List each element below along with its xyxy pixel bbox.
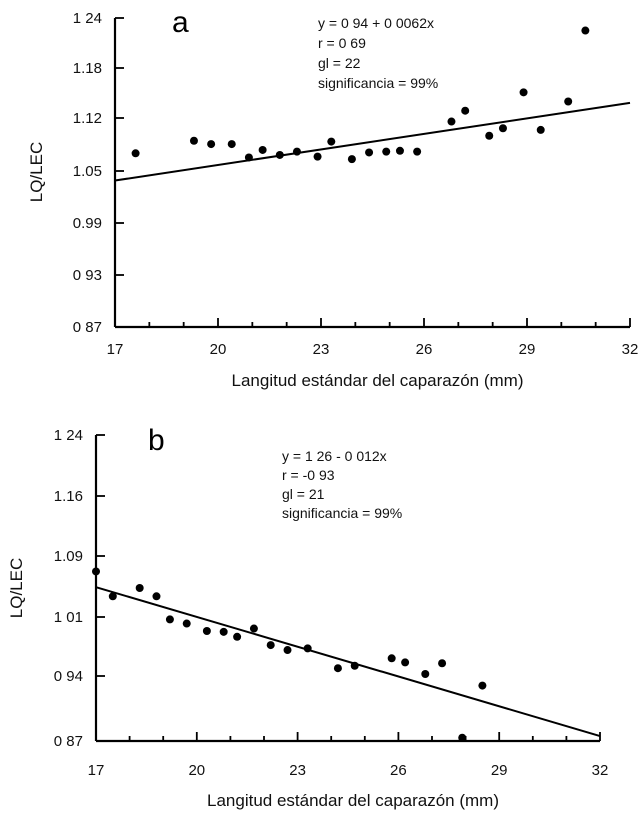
data-point-b-5	[182, 619, 191, 628]
y-tick-label-a-4: 1.12	[73, 110, 102, 127]
regression-line-b	[95, 586, 601, 737]
data-point-b-15	[387, 654, 396, 663]
panel-letter-a: a	[172, 6, 189, 39]
y-tick-label-a-0: 0 87	[73, 319, 102, 336]
data-point-b-19	[458, 733, 467, 742]
y-tick-label-b-2: 1 01	[54, 609, 83, 626]
x-tick-label-a-23: 23	[313, 341, 330, 358]
data-point-a-14	[413, 147, 422, 156]
data-point-b-2	[135, 584, 144, 592]
annotation-a-3: significancia = 99%	[318, 75, 438, 91]
x-tick-label-a-26: 26	[416, 341, 433, 358]
data-point-b-16	[401, 658, 410, 667]
y-tick-label-a-2: 0.99	[73, 215, 102, 232]
x-tick-label-a-32: 32	[622, 341, 639, 358]
y-axis-title-a: LQ/LEC	[27, 142, 46, 202]
annotation-b-1: r = -0 93	[282, 467, 335, 483]
y-tick-label-a-5: 1.18	[73, 60, 102, 77]
data-point-b-8	[233, 632, 242, 641]
data-point-b-4	[165, 615, 174, 624]
data-point-b-11	[283, 646, 292, 655]
data-point-a-2	[207, 140, 216, 149]
y-tick-label-a-1: 0 93	[73, 267, 102, 284]
panel-letter-b: b	[148, 424, 165, 457]
data-point-b-6	[202, 627, 211, 636]
data-point-b-7	[219, 627, 228, 636]
x-tick-label-a-29: 29	[519, 341, 536, 358]
x-tick-label-b-17: 17	[88, 762, 105, 779]
x-tick-label-a-20: 20	[210, 341, 227, 358]
data-point-a-9	[327, 137, 336, 146]
x-tick-label-b-20: 20	[188, 762, 205, 779]
data-point-a-19	[519, 88, 528, 97]
data-point-b-17	[421, 670, 430, 679]
y-tick-label-b-1: 0 94	[54, 668, 83, 685]
x-tick-label-b-32: 32	[592, 762, 609, 779]
y-axis-title-b: LQ/LEC	[7, 558, 26, 618]
y-tick-label-b-0: 0 87	[54, 733, 83, 750]
annotation-b-0: y = 1 26 - 0 012x	[282, 448, 387, 464]
data-point-a-22	[581, 26, 590, 35]
data-point-a-11	[365, 148, 374, 157]
data-point-a-16	[461, 106, 470, 115]
data-point-a-21	[564, 97, 573, 106]
y-tick-label-b-5: 1 24	[54, 427, 83, 444]
y-tick-label-b-4: 1.16	[54, 488, 83, 505]
data-point-a-4	[244, 153, 253, 162]
data-point-b-9	[249, 624, 258, 633]
annotation-a-2: gl = 22	[318, 55, 361, 71]
x-tick-label-b-23: 23	[289, 762, 306, 779]
data-point-b-18	[438, 659, 447, 668]
data-point-a-17	[485, 131, 494, 140]
data-point-a-5	[258, 145, 267, 154]
annotation-b-2: gl = 21	[282, 486, 325, 502]
data-point-b-14	[350, 661, 359, 670]
x-axis-title-a: Langitud estándar del caparazón (mm)	[232, 371, 524, 390]
data-point-a-18	[498, 124, 507, 133]
annotation-b-3: significancia = 99%	[282, 505, 402, 521]
data-point-a-0	[131, 149, 140, 158]
data-point-a-7	[292, 147, 301, 156]
data-point-b-3	[152, 592, 161, 601]
data-point-b-10	[266, 641, 275, 650]
data-point-a-13	[395, 146, 404, 155]
data-point-a-3	[227, 140, 236, 149]
data-point-b-12	[303, 644, 312, 653]
y-tick-label-a-6: 1 24	[73, 10, 102, 27]
data-point-b-0	[92, 567, 100, 576]
annotation-a-1: r = 0 69	[318, 35, 366, 51]
x-tick-label-b-29: 29	[491, 762, 508, 779]
data-point-a-1	[189, 136, 198, 145]
x-tick-label-b-26: 26	[390, 762, 407, 779]
x-axis-title-b: Langitud estándar del caparazón (mm)	[207, 791, 499, 810]
data-point-b-1	[108, 592, 117, 601]
data-point-a-15	[447, 117, 456, 126]
data-point-a-10	[347, 155, 356, 164]
data-point-b-13	[333, 664, 342, 673]
y-tick-label-b-3: 1.09	[54, 548, 83, 565]
data-point-a-20	[536, 125, 545, 134]
regression-line-a	[114, 101, 631, 182]
data-point-a-8	[313, 152, 322, 161]
data-point-a-12	[382, 147, 391, 156]
data-point-a-6	[275, 150, 284, 159]
data-point-b-20	[478, 681, 487, 690]
x-tick-label-a-17: 17	[107, 341, 124, 358]
y-tick-label-a-3: 1.05	[73, 163, 102, 180]
annotation-a-0: y = 0 94 + 0 0062x	[318, 15, 434, 31]
